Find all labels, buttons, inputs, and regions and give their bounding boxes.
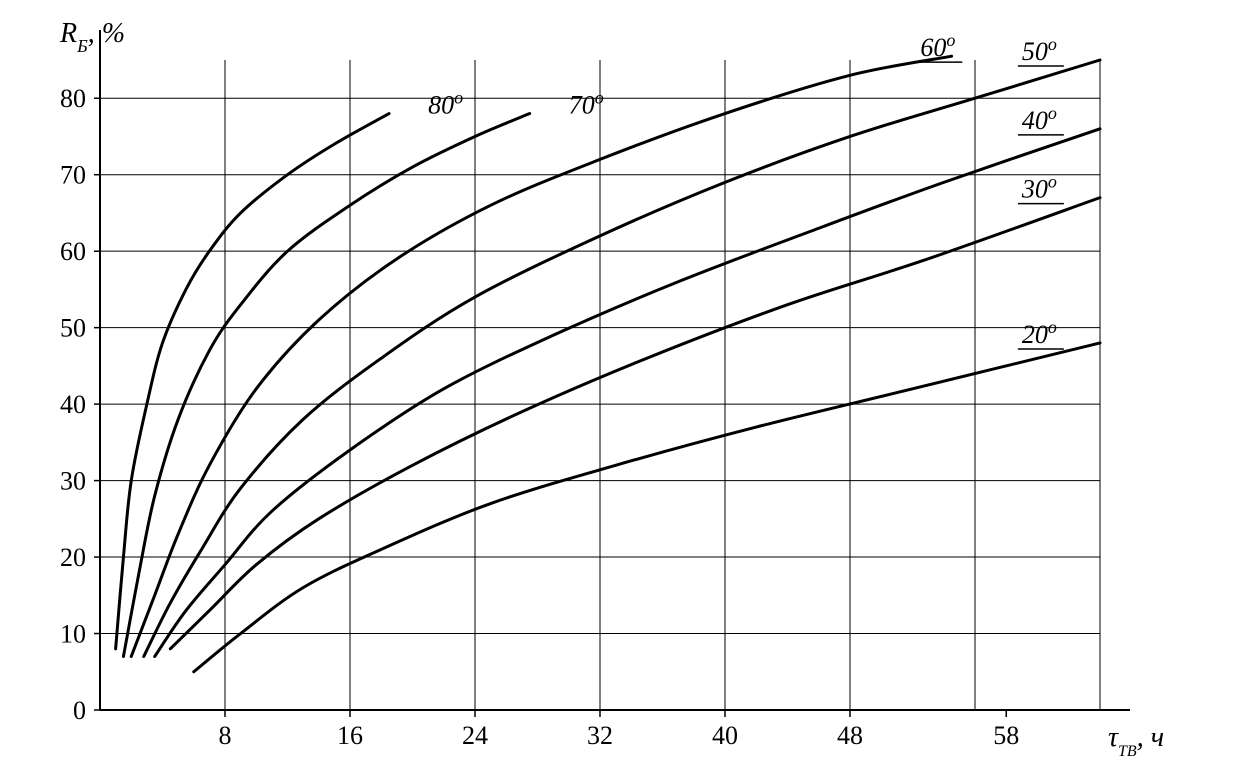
x-tick-label: 16 <box>337 721 363 750</box>
y-tick-label: 20 <box>60 543 86 572</box>
chart-svg: 80о70о60о50о40о30о20о0102030405060708081… <box>0 0 1237 779</box>
curve-label: 70о <box>569 88 604 120</box>
y-tick-label: 60 <box>60 237 86 266</box>
x-axis-label: τTB, ч <box>1108 722 1164 760</box>
y-tick-label: 40 <box>60 390 86 419</box>
y-tick-label: 10 <box>60 620 86 649</box>
curve-30 <box>170 198 1100 649</box>
y-tick-label: 80 <box>60 84 86 113</box>
x-tick-label: 32 <box>587 721 613 750</box>
x-tick-label: 48 <box>837 721 863 750</box>
y-tick-label: 0 <box>73 696 86 725</box>
y-tick-label: 30 <box>60 467 86 496</box>
curve-label: 40о <box>1022 103 1057 135</box>
curve-label: 80о <box>428 88 463 120</box>
line-chart: 80о70о60о50о40о30о20о0102030405060708081… <box>0 0 1237 779</box>
x-tick-label: 8 <box>219 721 232 750</box>
curve-40 <box>155 129 1100 657</box>
x-tick-label: 58 <box>993 721 1019 750</box>
curve-20 <box>194 343 1100 672</box>
curve-label: 30о <box>1021 172 1057 204</box>
y-axis-label: RБ, % <box>59 18 125 56</box>
y-tick-label: 70 <box>60 161 86 190</box>
curve-label: 50о <box>1022 34 1057 66</box>
x-tick-label: 40 <box>712 721 738 750</box>
y-tick-label: 50 <box>60 314 86 343</box>
curve-label: 20о <box>1022 317 1057 349</box>
x-tick-label: 24 <box>462 721 488 750</box>
